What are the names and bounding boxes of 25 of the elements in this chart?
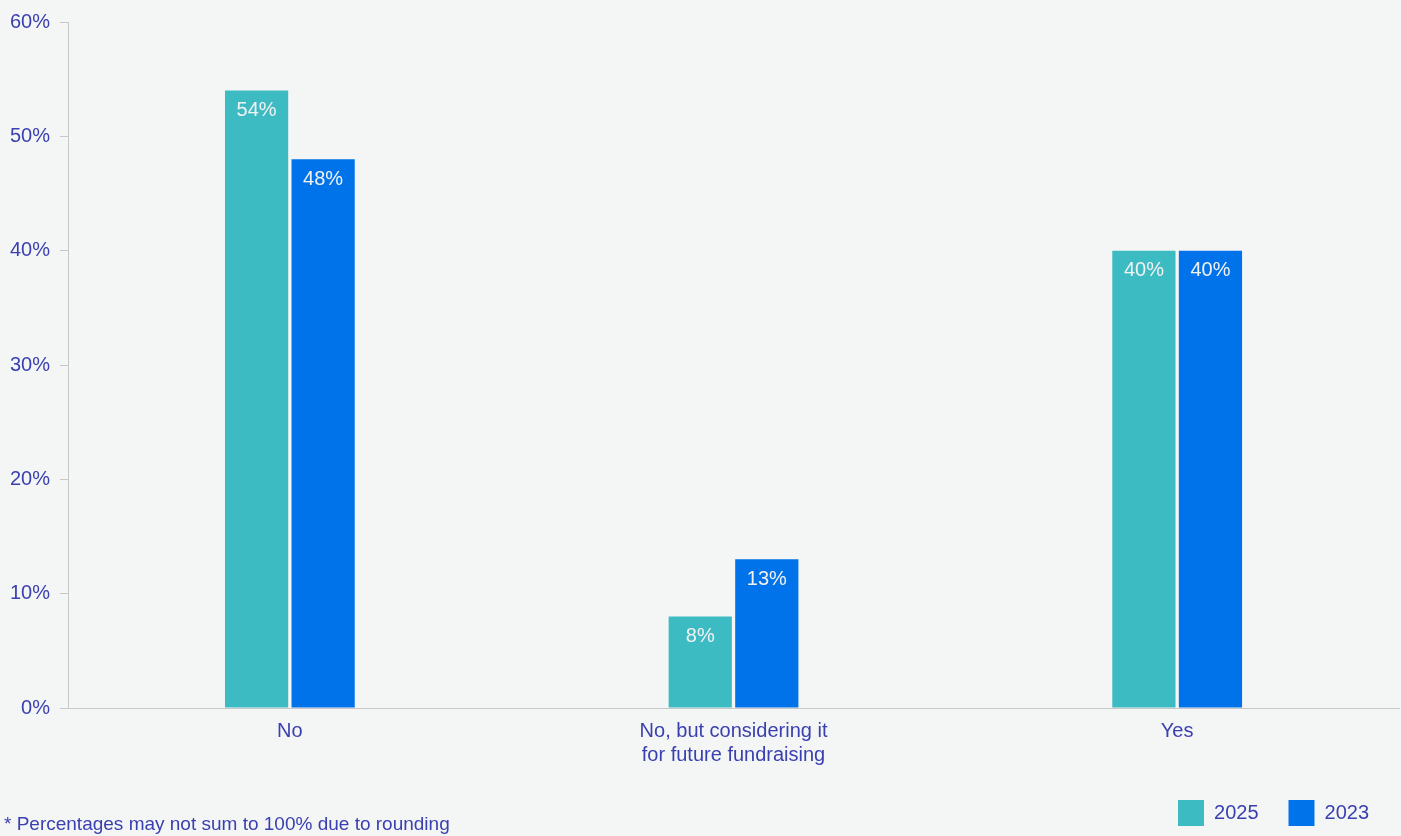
bar: [291, 159, 355, 708]
legend-label: 2023: [1324, 800, 1370, 823]
x-tick-label: No: [277, 718, 303, 741]
x-tick-label: Yes: [1160, 718, 1194, 741]
y-tick-label: 0%: [21, 695, 51, 718]
y-tick-label: 40%: [10, 238, 51, 261]
x-tick-label: No, but considering it for future fundraising: [639, 718, 828, 765]
y-tick-label: 30%: [10, 352, 51, 375]
y-tick-label: 10%: [10, 581, 51, 604]
data-label: 40%: [1123, 258, 1165, 281]
data-label: 13%: [746, 566, 788, 589]
bar: [224, 90, 289, 708]
bar: [668, 616, 732, 708]
legend-label: 2025: [1214, 800, 1259, 823]
data-label: 40%: [1190, 258, 1231, 281]
y-tick-label: 20%: [10, 466, 51, 489]
bar: [1178, 250, 1243, 708]
data-label: 48%: [303, 166, 344, 189]
y-tick-label: 50%: [10, 123, 51, 146]
y-tick-label: 60%: [10, 9, 51, 32]
bar: [1112, 250, 1176, 708]
data-label: 8%: [685, 624, 715, 647]
bar: [735, 559, 799, 708]
data-label: 54%: [236, 98, 277, 121]
text: * Percentages may not sum to 100% due to rounding: [4, 812, 450, 834]
